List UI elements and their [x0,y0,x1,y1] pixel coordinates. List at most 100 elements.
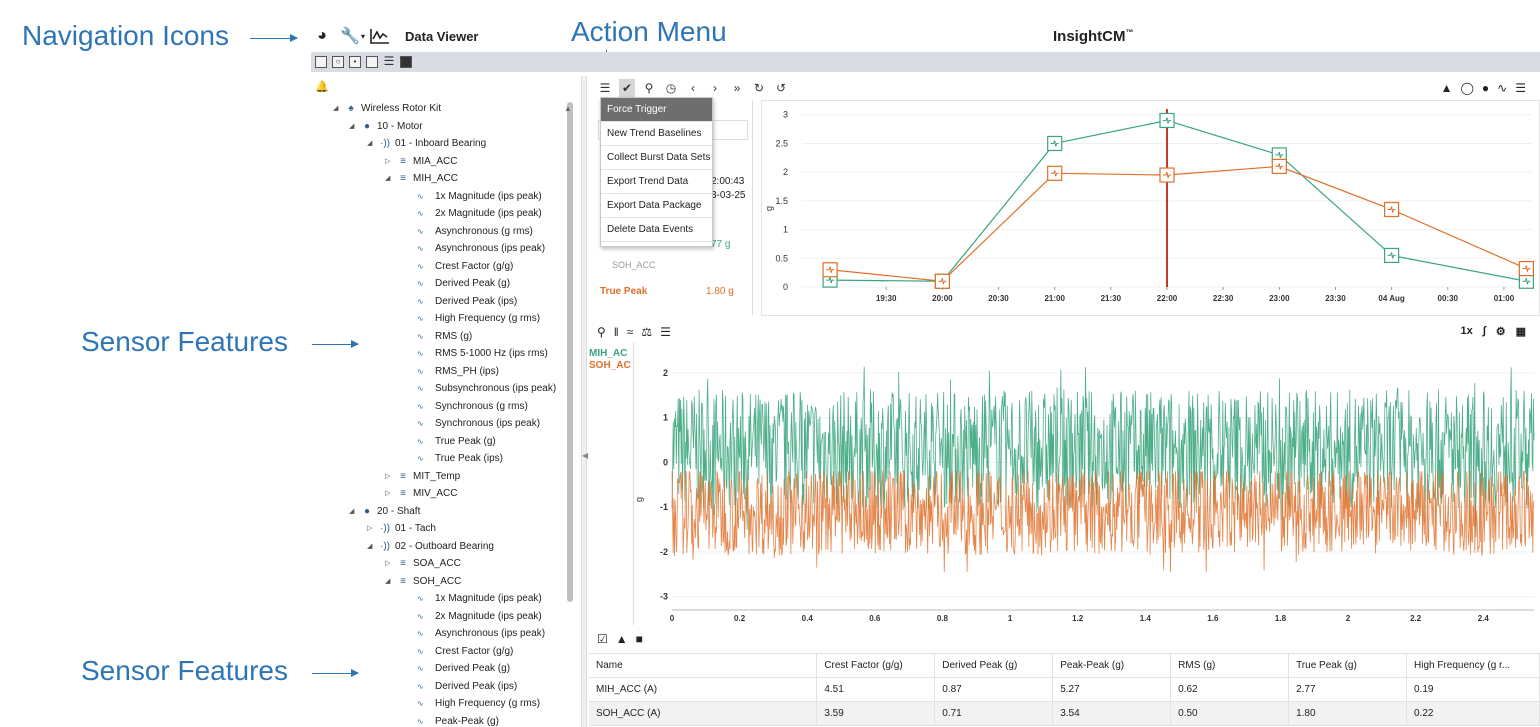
expand-toggle-icon[interactable]: ◢ [385,175,391,182]
table-row[interactable]: SOH_ACC (A) 3.59 0.71 3.54 0.50 1.80 0.22 [589,701,1540,726]
collapse-icon[interactable]: ☰ [383,54,395,68]
tree-feature-item[interactable]: ∿ RMS (g) [417,329,472,345]
expand-toggle-icon[interactable]: ◢ [349,507,355,515]
tree-feature-item[interactable]: ∿ 2x Magnitude (ips peak) [417,609,542,625]
tree-feature-item[interactable]: ∿ Asynchronous (ips peak) [417,626,545,642]
column-header[interactable]: Derived Peak (g) [934,653,1054,678]
tree-feature-item[interactable]: ∿ Peak-Peak (g) [417,714,499,727]
clock-icon[interactable]: ◷ [665,81,677,95]
scrollbar-thumb[interactable] [567,102,573,602]
tree-feature-item[interactable]: ∿ 1x Magnitude (ips peak) [417,189,542,205]
dashboard-gauge-icon[interactable]: ◕ [317,27,327,44]
chevron-down-icon[interactable]: ▾ [361,31,366,41]
tree-feature-item[interactable]: ∿ High Frequency (g rms) [417,311,540,327]
scroll-up-icon[interactable]: ▲ [564,104,572,113]
next-icon[interactable]: › [713,81,717,95]
menu-item-export-data-package[interactable]: Export Data Package [601,194,712,218]
zoom-icon[interactable]: ⚲ [644,81,654,95]
expand-toggle-icon[interactable]: ◢ [333,105,339,112]
tree-feature-item[interactable]: ∿ True Peak (g) [417,434,496,450]
data-viewer-chart-icon[interactable] [369,25,391,47]
tree-feature-item[interactable]: ∿ Asynchronous (g rms) [417,224,533,240]
tree-feature-item[interactable]: ∿ Derived Peak (g) [417,276,510,292]
checkbox-icon[interactable]: ☑ [597,632,608,646]
comment-icon[interactable]: ◯ [1460,81,1474,95]
tree-node[interactable]: ▷ ·)) 01 - Tach [367,521,436,537]
menu-item-delete-data-events[interactable]: Delete Data Events [601,218,712,242]
menu-item-collect-burst-data-sets[interactable]: Collect Burst Data Sets [601,146,712,170]
alarm-bell-icon[interactable]: ▲ [1440,81,1453,95]
last-icon[interactable]: » [733,81,741,95]
collapse-toggle-icon[interactable]: ▷ [367,525,373,532]
expand-toggle-icon[interactable]: ◢ [385,577,391,585]
info-icon[interactable]: ● [1481,81,1490,95]
expand-toggle-icon[interactable]: ◢ [367,140,373,147]
zoom-icon[interactable]: ⚲ [597,325,606,339]
tree-feature-item[interactable]: ∿ RMS 5-1000 Hz (ips rms) [417,346,548,362]
table-row[interactable]: MIH_ACC (A) 4.51 0.87 5.27 0.62 2.77 0.19 [589,677,1540,702]
tree-feature-item[interactable]: ∿ Subsynchronous (ips peak) [417,381,556,397]
wrench-icon[interactable]: 🔧 [340,28,360,45]
new-document-icon[interactable] [315,56,327,68]
column-header[interactable]: Peak-Peak (g) [1052,653,1172,678]
tree-feature-item[interactable]: ∿ Crest Factor (g/g) [417,259,513,275]
gear-icon[interactable]: ⚙ [1495,326,1506,338]
legend-item-soh[interactable]: SOH_AC [589,360,631,371]
menu-item-export-trend-data[interactable]: Export Trend Data [601,170,712,194]
pane-divider[interactable]: ◀ [581,76,589,727]
checklist-icon[interactable]: ✔ [619,79,635,97]
reload-icon[interactable]: ↺ [775,81,787,95]
tree-feature-item[interactable]: ∿ High Frequency (g rms) [417,696,540,712]
menu-item-force-trigger[interactable]: Force Trigger [601,98,712,122]
scale-icon[interactable]: ⚖ [641,325,653,339]
grid-icon[interactable]: ▦ [1515,326,1526,338]
tree-node[interactable]: ▷ ≡ SOA_ACC [385,556,461,572]
collapse-toggle-icon[interactable]: ▷ [385,560,391,567]
lock-icon[interactable]: ■ [635,632,643,646]
tree-node[interactable]: ◢ ·)) 02 - Outboard Bearing [367,539,494,555]
tree-feature-item[interactable]: ∿ Asynchronous (ips peak) [417,241,545,257]
tree-feature-item[interactable]: ∿ True Peak (ips) [417,451,503,467]
menu-icon[interactable]: ☰ [660,325,671,339]
collapse-left-icon[interactable]: ◀ [582,451,589,460]
collapse-toggle-icon[interactable]: ▷ [385,472,391,480]
tree-scrollbar[interactable] [567,102,573,727]
tree-node[interactable]: ◢ ≡ SOH_ACC [385,574,461,590]
expand-toggle-icon[interactable]: ◢ [349,122,355,130]
tree-feature-item[interactable]: ∿ 1x Magnitude (ips peak) [417,591,542,607]
tree-feature-item[interactable]: ∿ RMS_PH (ips) [417,364,499,380]
tree-node[interactable]: ◢ ● 20 - Shaft [349,504,420,520]
legend-item-mih[interactable]: MIH_AC [589,348,628,359]
expand-toggle-icon[interactable]: ◢ [367,542,373,550]
tree-feature-item[interactable]: ∿ Crest Factor (g/g) [417,644,513,660]
collapse-toggle-icon[interactable]: ▷ [385,157,391,165]
tree-node[interactable]: ◢ ·)) 01 - Inboard Bearing [367,136,486,152]
report-icon[interactable] [366,56,378,68]
tree-node[interactable]: ◢ ● 10 - Motor [349,119,423,135]
pause-icon[interactable]: ‖ [613,325,619,339]
rss-feed-icon[interactable]: • [349,56,361,68]
stop-icon[interactable]: ○ [332,56,344,68]
tree-feature-item[interactable]: ∿ Synchronous (g rms) [417,399,528,415]
bell-icon[interactable]: ▲ [615,632,628,646]
column-header[interactable]: Crest Factor (g/g) [816,653,936,678]
menu-item-new-trend-baselines[interactable]: New Trend Baselines [601,122,712,146]
column-header[interactable]: RMS (g) [1170,653,1290,678]
tree-feature-item[interactable]: ∿ 2x Magnitude (ips peak) [417,206,542,222]
tree-node[interactable]: ◢ ♠ Wireless Rotor Kit [333,101,441,117]
integral-icon[interactable]: ∫ [1482,325,1486,337]
tree-node[interactable]: ◢ ≡ MIH_ACC [385,171,458,187]
tree-node[interactable]: ▷ ≡ MIA_ACC [385,154,457,170]
column-header[interactable]: Name [589,653,818,678]
trend-icon[interactable]: ∿ [1497,81,1508,95]
tree-feature-item[interactable]: ∿ Derived Peak (ips) [417,294,517,310]
previous-icon[interactable]: ‹ [691,81,695,95]
tree-feature-item[interactable]: ∿ Derived Peak (ips) [417,679,517,695]
collapse-toggle-icon[interactable]: ▷ [385,490,391,497]
speed-label[interactable]: 1x [1460,325,1473,337]
spectrum-icon[interactable]: ≈ [626,325,634,339]
tree-feature-item[interactable]: ∿ Synchronous (ips peak) [417,416,540,432]
refresh-icon[interactable]: ↻ [753,81,765,95]
bell-icon[interactable]: 🔔 [315,81,329,93]
column-header[interactable]: High Frequency (g r... [1406,653,1540,678]
